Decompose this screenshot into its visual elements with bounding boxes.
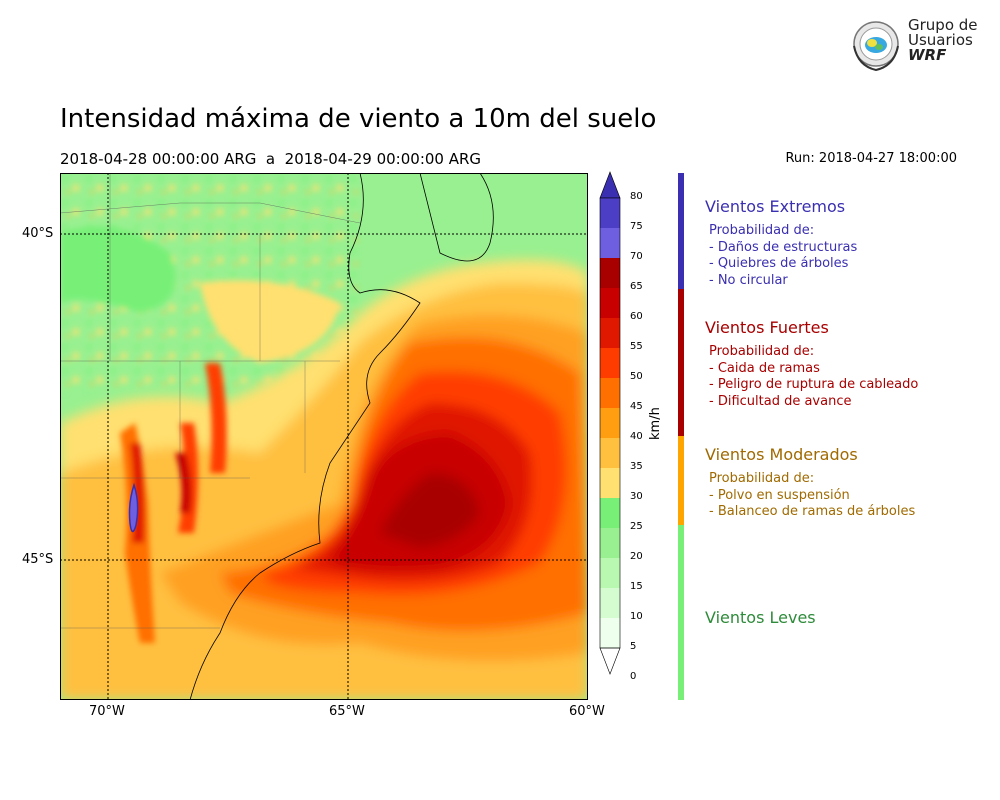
colorbar-segment: [600, 468, 620, 498]
cat-item: - Quiebres de árboles: [709, 256, 849, 271]
cat-body-moderados: Probabilidad de: - Polvo en suspensión -…: [709, 471, 915, 521]
coastline-north: [419, 173, 494, 262]
cat-item: - Daños de estructuras: [709, 239, 858, 255]
cat-intro: Probabilidad de:: [709, 344, 815, 359]
cat-body-fuertes: Probabilidad de: - Caida de ramas - Peli…: [709, 344, 918, 410]
colorbar-tick-label: 80: [630, 191, 643, 202]
colorbar-tick-label: 30: [630, 491, 643, 502]
lon-label-65: 65°W: [329, 704, 365, 719]
colorbar-segment: [600, 228, 620, 258]
colorbar-tick-label: 40: [630, 431, 643, 442]
wind-map: [60, 173, 588, 700]
colorbar-segment: [600, 528, 620, 558]
logo-line-2: Usuarios: [908, 31, 973, 49]
colorbar-tick-label: 0: [630, 671, 637, 682]
lat-label-40: 40°S: [22, 226, 54, 241]
colorbar-tick-label: 55: [630, 341, 643, 352]
cat-body-extremos: Probabilidad de: - Daños de estructuras …: [709, 223, 857, 289]
logo-line-1: Grupo de: [908, 16, 978, 34]
colorbar-extend-bottom: [599, 647, 621, 675]
colorbar-segment: [600, 438, 620, 468]
colorbar-unit: km/h: [648, 407, 663, 440]
colorbar-segment: [600, 378, 620, 408]
cat-title-extremos: Vientos Extremos: [705, 197, 846, 216]
logo-line-3: WRF: [908, 46, 947, 64]
cat-intro: Probabilidad de:: [709, 471, 815, 486]
colorbar-tick-label: 20: [630, 551, 643, 562]
run-time: Run: 2018-04-27 18:00:00: [785, 151, 957, 166]
logo-text: Grupo de Usuarios WRF: [908, 18, 978, 63]
lon-label-70: 70°W: [89, 704, 125, 719]
wrf-logo: [853, 21, 899, 72]
cat-item: - Peligro de ruptura de cableado: [709, 377, 919, 392]
cat-title-fuertes: Vientos Fuertes: [705, 318, 829, 337]
colorbar-segment: [600, 498, 620, 528]
colorbar-segment: [600, 288, 620, 318]
cat-title-leves: Vientos Leves: [705, 608, 816, 627]
colorbar-tick-label: 5: [630, 641, 637, 652]
cat-item: - No circular: [709, 272, 788, 288]
colorbar-tick-label: 65: [630, 281, 643, 292]
bar-leves: [678, 525, 684, 700]
colorbar-segment: [600, 588, 620, 618]
colorbar-segment: [600, 408, 620, 438]
graticule: [60, 173, 588, 700]
map-title: Intensidad máxima de viento a 10m del su…: [60, 104, 657, 134]
colorbar-tick-label: 45: [630, 401, 643, 412]
colorbar-segment: [600, 258, 620, 288]
cat-title-moderados: Vientos Moderados: [705, 445, 858, 464]
colorbar-segment: [600, 318, 620, 348]
cat-item: - Dificultad de avance: [709, 393, 852, 409]
colorbar-tick-label: 75: [630, 221, 643, 232]
colorbar-tick-label: 50: [630, 371, 643, 382]
bar-moderados: [678, 436, 684, 525]
bar-extremos: [678, 173, 684, 289]
colorbar: [599, 171, 621, 675]
coastline: [189, 173, 421, 700]
colorbar-segment: [600, 348, 620, 378]
colorbar-tick-label: 35: [630, 461, 643, 472]
colorbar-segment: [600, 618, 620, 648]
cat-intro: Probabilidad de:: [709, 223, 815, 238]
colorbar-segment: [600, 198, 620, 228]
colorbar-tick-label: 70: [630, 251, 643, 262]
colorbar-segment: [600, 558, 620, 588]
colorbar-tick-label: 10: [630, 611, 643, 622]
colorbar-tick-label: 15: [630, 581, 643, 592]
colorbar-tick-label: 25: [630, 521, 643, 532]
cat-item: - Balanceo de ramas de árboles: [709, 504, 916, 519]
lat-label-45: 45°S: [22, 552, 54, 567]
colorbar-tick-label: 60: [630, 311, 643, 322]
lon-label-60: 60°W: [569, 704, 605, 719]
map-subtitle: 2018-04-28 00:00:00 ARG a 2018-04-29 00:…: [60, 150, 482, 168]
cat-item: - Caida de ramas: [709, 360, 820, 376]
colorbar-extend-top: [599, 171, 621, 199]
bar-fuertes: [678, 289, 684, 436]
cat-item: - Polvo en suspensión: [709, 487, 850, 503]
colorbar-frame: [599, 197, 621, 649]
